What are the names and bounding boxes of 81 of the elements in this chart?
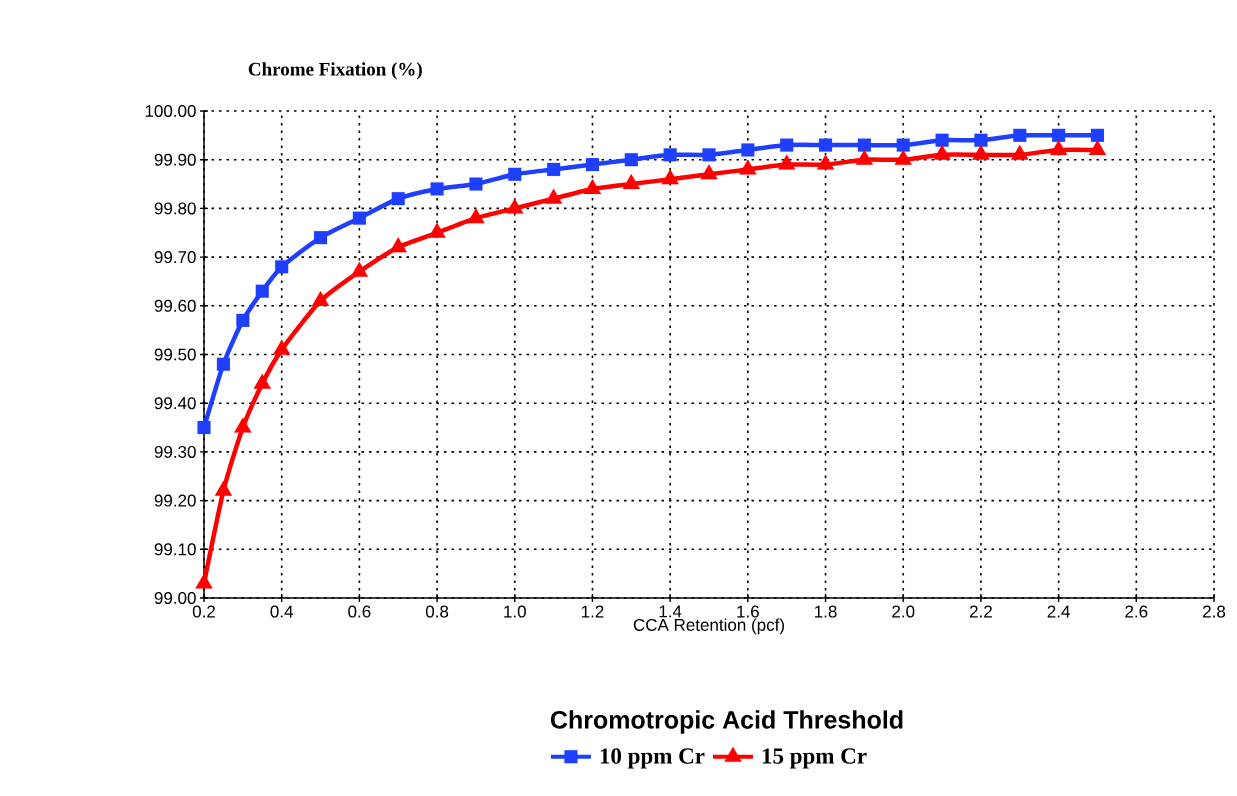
- y-tick-label: 99.60: [154, 299, 196, 312]
- x-tick-label: 1.2: [581, 605, 604, 618]
- x-tick-label: 2.6: [1125, 605, 1148, 618]
- x-tick-label: 0.4: [270, 605, 294, 618]
- y-tick-label: 99.00: [154, 591, 196, 605]
- legend-label: 15 ppm Cr: [762, 748, 867, 769]
- x-tick-label: 1.8: [815, 605, 837, 618]
- point: [214, 480, 233, 496]
- point: [1088, 139, 1107, 156]
- point: [255, 284, 269, 298]
- point: [430, 182, 444, 196]
- y-tick-label: 99.80: [154, 202, 196, 215]
- x-tick-label: 1.0: [504, 605, 526, 618]
- y-axis-title: Chrome Fixation (%): [248, 62, 422, 80]
- point: [1052, 128, 1066, 142]
- x-tick-label: 2.4: [1047, 605, 1070, 618]
- point: [1013, 128, 1027, 142]
- point: [818, 138, 833, 152]
- y-tick-label: 99.30: [154, 445, 196, 458]
- point: [780, 138, 794, 152]
- point: [506, 198, 524, 214]
- point: [739, 159, 757, 175]
- x-tick-label: 1.4: [659, 605, 682, 618]
- point: [195, 573, 213, 589]
- point: [467, 208, 485, 224]
- point: [777, 154, 796, 170]
- legend-title: Chromotropic Acid Threshold: [550, 710, 903, 734]
- point: [857, 138, 871, 152]
- y-tick-label: 99.70: [154, 251, 196, 264]
- point: [894, 149, 912, 165]
- legend-label: 10 ppm Cr: [600, 748, 705, 769]
- x-tick-label: 0.8: [425, 605, 449, 618]
- point: [389, 237, 407, 253]
- point: [741, 143, 755, 157]
- point: [933, 144, 951, 160]
- point: [216, 357, 230, 371]
- point: [313, 231, 328, 245]
- x-tick-label: 0.6: [348, 605, 371, 618]
- point: [253, 373, 271, 389]
- point: [702, 148, 716, 162]
- point: [661, 169, 679, 185]
- point: [275, 260, 289, 274]
- y-tick-label: 99.10: [154, 543, 196, 556]
- point: [508, 167, 522, 181]
- point: [1049, 139, 1068, 156]
- point: [935, 133, 949, 147]
- x-tick-label: 2.2: [969, 605, 992, 618]
- point: [350, 261, 369, 277]
- point: [391, 192, 405, 206]
- point: [272, 339, 291, 355]
- y-tick-label: 100.00: [145, 104, 196, 118]
- point: [855, 149, 874, 165]
- point: [1011, 144, 1029, 160]
- point: [544, 188, 563, 204]
- point: [816, 154, 835, 170]
- x-axis-title: CCA Retention (pcf): [633, 618, 784, 635]
- point: [234, 417, 252, 433]
- y-tick-label: 99.90: [154, 153, 196, 166]
- point: [428, 222, 446, 238]
- y-tick-label: 99.50: [154, 348, 196, 361]
- point: [974, 133, 988, 147]
- point: [896, 138, 910, 152]
- point: [1090, 128, 1105, 142]
- point: [583, 178, 602, 194]
- point: [972, 144, 990, 160]
- point: [700, 164, 718, 180]
- point: [352, 211, 366, 225]
- x-tick-label: 1.6: [737, 605, 759, 618]
- point: [585, 158, 600, 172]
- x-tick-label: 0.2: [192, 605, 215, 618]
- point: [236, 313, 250, 327]
- point: [663, 148, 677, 162]
- point: [311, 290, 330, 306]
- x-tick-label: 2.0: [892, 605, 915, 618]
- point: [622, 173, 641, 190]
- point: [624, 153, 638, 167]
- x-tick-label: 2.8: [1203, 605, 1226, 618]
- point: [547, 162, 561, 176]
- y-tick-label: 99.20: [154, 494, 196, 507]
- y-tick-label: 99.40: [154, 397, 196, 410]
- point: [469, 177, 483, 191]
